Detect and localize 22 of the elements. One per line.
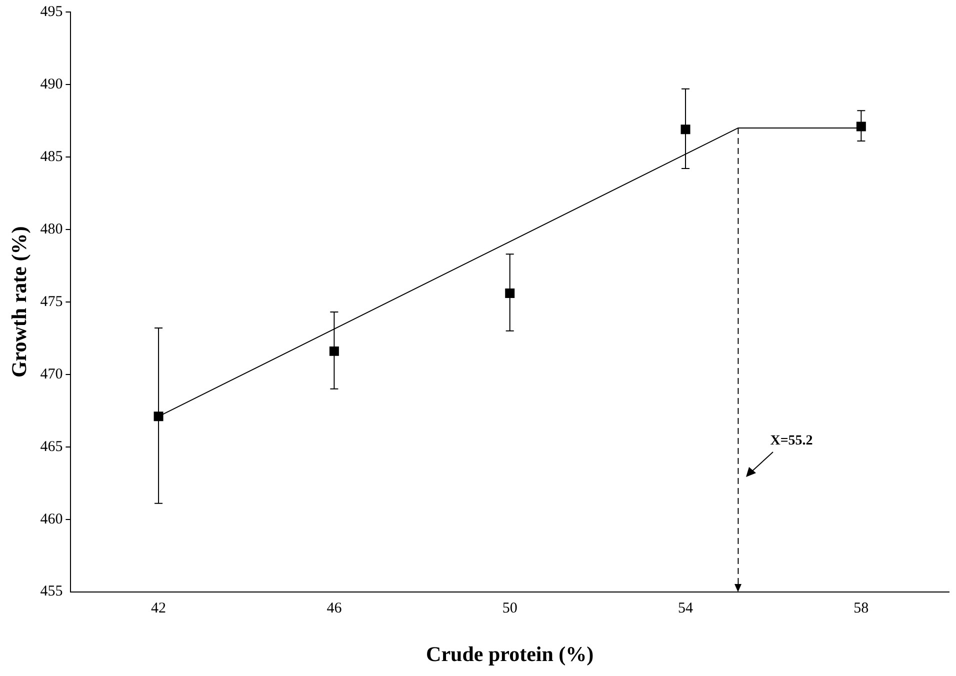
x-tick-label: 42 [151,600,166,617]
x-axis-title: Crude protein (%) [426,642,594,666]
y-tick-label: 490 [40,76,63,92]
y-tick-label: 475 [40,294,63,310]
point [329,346,339,356]
y-tick-label: 495 [40,4,63,20]
x-tick-label: 50 [502,600,518,617]
y-axis-title: Growth rate (%) [7,226,32,378]
point [505,288,515,298]
y-tick-label: 470 [40,366,63,382]
x-tick-label: 58 [854,600,869,617]
point [856,122,866,132]
x-tick-label: 46 [326,600,342,617]
x-tick-label: 54 [678,600,694,617]
y-tick-label: 485 [40,148,63,165]
y-tick-label: 460 [40,511,63,528]
ref-line-label: X=55.2 [770,434,813,449]
y-tick-label: 455 [40,584,63,600]
point [680,124,690,134]
y-tick-label: 480 [40,221,63,238]
y-tick-label: 465 [40,438,63,455]
point [154,412,164,422]
